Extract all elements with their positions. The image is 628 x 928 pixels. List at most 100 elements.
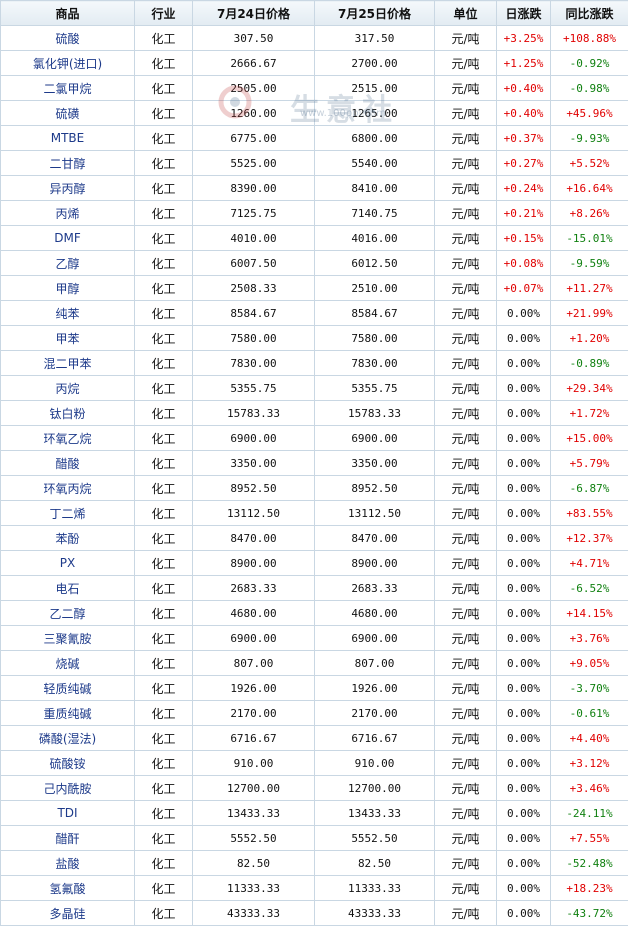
industry-cell: 化工	[134, 875, 193, 901]
industry-cell: 化工	[134, 125, 193, 151]
product-name-link[interactable]: 硫磺	[0, 100, 135, 126]
yoy-change-cell: -43.72%	[550, 900, 628, 926]
daily-change-cell: 0.00%	[496, 350, 551, 376]
yoy-change-cell: -0.61%	[550, 700, 628, 726]
product-name-link[interactable]: 多晶硅	[0, 900, 135, 926]
daily-change-cell: +0.08%	[496, 250, 551, 276]
unit-cell: 元/吨	[434, 525, 497, 551]
product-name-link[interactable]: MTBE	[0, 125, 135, 151]
product-name-link[interactable]: 甲醇	[0, 275, 135, 301]
industry-cell: 化工	[134, 825, 193, 851]
daily-change-cell: 0.00%	[496, 525, 551, 551]
table-header: 商品 行业 7月24日价格 7月25日价格 单位 日涨跌 同比涨跌	[0, 0, 628, 26]
daily-change-cell: 0.00%	[496, 775, 551, 801]
daily-change-cell: 0.00%	[496, 400, 551, 426]
product-name-link[interactable]: 混二甲苯	[0, 350, 135, 376]
daily-change-cell: 0.00%	[496, 575, 551, 601]
product-name-link[interactable]: 氢氟酸	[0, 875, 135, 901]
product-name-link[interactable]: 乙醇	[0, 250, 135, 276]
product-name-link[interactable]: 烧碱	[0, 650, 135, 676]
product-name-link[interactable]: 丁二烯	[0, 500, 135, 526]
price-jul25-cell: 5355.75	[314, 375, 435, 401]
product-name-link[interactable]: 甲苯	[0, 325, 135, 351]
industry-cell: 化工	[134, 850, 193, 876]
industry-cell: 化工	[134, 450, 193, 476]
product-name-link[interactable]: 丙烯	[0, 200, 135, 226]
price-jul24-cell: 6007.50	[192, 250, 315, 276]
product-name-link[interactable]: 盐酸	[0, 850, 135, 876]
yoy-change-cell: +15.00%	[550, 425, 628, 451]
industry-cell: 化工	[134, 50, 193, 76]
product-name-link[interactable]: 硫酸铵	[0, 750, 135, 776]
daily-change-cell: 0.00%	[496, 825, 551, 851]
price-jul25-cell: 2170.00	[314, 700, 435, 726]
price-jul25-cell: 8952.50	[314, 475, 435, 501]
product-name-link[interactable]: 二氯甲烷	[0, 75, 135, 101]
daily-change-cell: +0.37%	[496, 125, 551, 151]
product-name-link[interactable]: 己内酰胺	[0, 775, 135, 801]
unit-cell: 元/吨	[434, 200, 497, 226]
yoy-change-cell: -0.92%	[550, 50, 628, 76]
product-name-link[interactable]: 电石	[0, 575, 135, 601]
price-jul25-cell: 2510.00	[314, 275, 435, 301]
unit-cell: 元/吨	[434, 850, 497, 876]
daily-change-cell: 0.00%	[496, 425, 551, 451]
yoy-change-cell: +1.20%	[550, 325, 628, 351]
product-name-link[interactable]: 醋酸	[0, 450, 135, 476]
table-row: 重质纯碱 化工 2170.00 2170.00 元/吨 0.00% -0.61%	[0, 700, 628, 726]
price-jul24-cell: 807.00	[192, 650, 315, 676]
product-name-link[interactable]: PX	[0, 550, 135, 576]
header-yoy-change: 同比涨跌	[550, 0, 628, 26]
product-name-link[interactable]: 轻质纯碱	[0, 675, 135, 701]
product-name-link[interactable]: 纯苯	[0, 300, 135, 326]
product-name-link[interactable]: 丙烷	[0, 375, 135, 401]
table-row: MTBE 化工 6775.00 6800.00 元/吨 +0.37% -9.93%	[0, 125, 628, 151]
daily-change-cell: 0.00%	[496, 300, 551, 326]
product-name-link[interactable]: 苯酚	[0, 525, 135, 551]
price-jul25-cell: 2700.00	[314, 50, 435, 76]
table-body: 硫酸 化工 307.50 317.50 元/吨 +3.25% +108.88% 氯化钾(进口)…	[0, 25, 628, 926]
unit-cell: 元/吨	[434, 575, 497, 601]
header-price-jul25: 7月25日价格	[314, 0, 435, 26]
yoy-change-cell: +4.40%	[550, 725, 628, 751]
product-name-link[interactable]: 异丙醇	[0, 175, 135, 201]
unit-cell: 元/吨	[434, 775, 497, 801]
yoy-change-cell: +11.27%	[550, 275, 628, 301]
price-jul25-cell: 1926.00	[314, 675, 435, 701]
industry-cell: 化工	[134, 700, 193, 726]
product-name-link[interactable]: 氯化钾(进口)	[0, 50, 135, 76]
unit-cell: 元/吨	[434, 450, 497, 476]
price-jul25-cell: 6900.00	[314, 625, 435, 651]
product-name-link[interactable]: 乙二醇	[0, 600, 135, 626]
unit-cell: 元/吨	[434, 750, 497, 776]
product-name-link[interactable]: TDI	[0, 800, 135, 826]
product-name-link[interactable]: 环氧丙烷	[0, 475, 135, 501]
product-name-link[interactable]: 重质纯碱	[0, 700, 135, 726]
daily-change-cell: 0.00%	[496, 900, 551, 926]
daily-change-cell: 0.00%	[496, 550, 551, 576]
unit-cell: 元/吨	[434, 500, 497, 526]
product-name-link[interactable]: 磷酸(湿法)	[0, 725, 135, 751]
daily-change-cell: 0.00%	[496, 850, 551, 876]
yoy-change-cell: -24.11%	[550, 800, 628, 826]
product-name-link[interactable]: 醋酐	[0, 825, 135, 851]
product-name-link[interactable]: 钛白粉	[0, 400, 135, 426]
product-name-link[interactable]: DMF	[0, 225, 135, 251]
table-row: 二氯甲烷 化工 2505.00 2515.00 元/吨 +0.40% -0.98%	[0, 75, 628, 101]
price-jul25-cell: 12700.00	[314, 775, 435, 801]
unit-cell: 元/吨	[434, 475, 497, 501]
industry-cell: 化工	[134, 250, 193, 276]
price-jul25-cell: 4680.00	[314, 600, 435, 626]
yoy-change-cell: +7.55%	[550, 825, 628, 851]
table-row: 轻质纯碱 化工 1926.00 1926.00 元/吨 0.00% -3.70%	[0, 675, 628, 701]
product-name-link[interactable]: 硫酸	[0, 25, 135, 51]
industry-cell: 化工	[134, 600, 193, 626]
daily-change-cell: +0.27%	[496, 150, 551, 176]
daily-change-cell: +3.25%	[496, 25, 551, 51]
price-jul25-cell: 15783.33	[314, 400, 435, 426]
header-product: 商品	[0, 0, 135, 26]
product-name-link[interactable]: 三聚氰胺	[0, 625, 135, 651]
product-name-link[interactable]: 环氧乙烷	[0, 425, 135, 451]
product-name-link[interactable]: 二甘醇	[0, 150, 135, 176]
